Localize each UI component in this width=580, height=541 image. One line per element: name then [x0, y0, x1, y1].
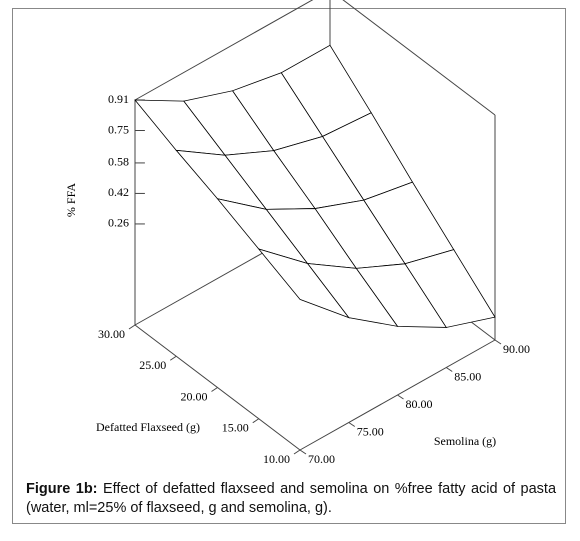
z-tick-label: 0.42: [108, 185, 129, 199]
box-edge: [134, 0, 314, 101]
box-edge: [342, 0, 496, 116]
x-tick-label: 20.00: [181, 389, 208, 403]
x-tick-label: 15.00: [222, 421, 249, 435]
x-tick: [252, 418, 260, 424]
y-tick: [445, 367, 453, 372]
x-tick: [211, 387, 218, 392]
y-tick-label: 85.00: [454, 369, 481, 383]
y-tick: [397, 394, 404, 400]
x-tick: [169, 355, 177, 361]
y-tick: [494, 339, 502, 345]
surface-cell: [257, 248, 350, 319]
y-axis-title: Semolina (g): [434, 434, 496, 448]
caption-label: Figure 1b:: [26, 481, 98, 497]
z-tick-label: 0.75: [108, 122, 129, 136]
y-tick-label: 90.00: [503, 342, 530, 356]
x-axis-title: Defatted Flaxseed (g): [96, 420, 200, 434]
z-tick-label: 0.26: [108, 216, 129, 230]
z-tick-label: 0.58: [108, 155, 129, 169]
x-tick-label: 25.00: [139, 358, 166, 372]
y-tick-label: 75.00: [357, 424, 384, 438]
z-axis-title: % FFA: [64, 183, 78, 217]
z-tick-label: 0.91: [108, 92, 129, 106]
y-tick-label: 70.00: [308, 452, 335, 466]
x-tick-label: 10.00: [263, 452, 290, 466]
caption-text: Effect of defatted flaxseed and semolina…: [26, 481, 557, 516]
chart: % FFA Defatted Flaxseed (g) Semolina (g)…: [64, 0, 530, 466]
y-tick: [299, 449, 307, 455]
x-tick-label: 30.00: [98, 327, 125, 341]
figure-frame: [12, 8, 566, 524]
y-tick: [348, 422, 356, 427]
x-tick: [293, 449, 301, 455]
y-tick-label: 80.00: [406, 397, 433, 411]
x-tick: [128, 324, 136, 330]
caption: Figure 1b: Effect of defatted flaxseed a…: [26, 480, 556, 518]
